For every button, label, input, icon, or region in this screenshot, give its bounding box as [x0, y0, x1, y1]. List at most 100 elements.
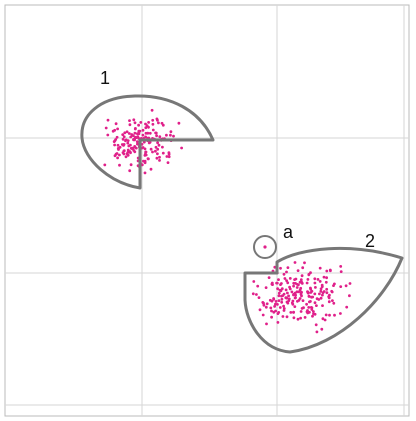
- point: [274, 300, 278, 303]
- point: [285, 300, 289, 304]
- point: [133, 145, 137, 148]
- point: [128, 119, 131, 122]
- point: [156, 147, 160, 151]
- point: [116, 127, 119, 131]
- point: [321, 304, 324, 307]
- point: [133, 121, 137, 125]
- point: [321, 317, 325, 321]
- point: [151, 150, 154, 154]
- point: [127, 144, 131, 148]
- point: [305, 281, 309, 285]
- point: [339, 265, 343, 268]
- point: [282, 307, 286, 310]
- point: [316, 278, 320, 281]
- point: [285, 279, 288, 282]
- point: [286, 266, 290, 269]
- point: [291, 302, 295, 306]
- point: [292, 284, 295, 288]
- point: [330, 289, 334, 293]
- point: [315, 304, 318, 307]
- point: [149, 147, 153, 151]
- point: [151, 118, 155, 122]
- point: [155, 117, 159, 121]
- point: [307, 294, 311, 298]
- point: [180, 146, 184, 150]
- point: [314, 323, 318, 327]
- point: [154, 149, 157, 153]
- point: [125, 130, 129, 134]
- point: [268, 298, 272, 302]
- point: [288, 287, 292, 291]
- point: [309, 286, 312, 290]
- point: [296, 299, 299, 303]
- point: [106, 118, 110, 122]
- point: [277, 278, 280, 281]
- point: [279, 289, 283, 293]
- point: [136, 132, 139, 136]
- point: [121, 133, 125, 137]
- point: [126, 153, 130, 157]
- point: [296, 269, 300, 272]
- point: [145, 124, 149, 127]
- point: [290, 290, 294, 294]
- point: [277, 299, 281, 302]
- point: [256, 284, 260, 288]
- point: [301, 266, 305, 270]
- point: [265, 302, 269, 306]
- point: [285, 270, 288, 274]
- point: [285, 315, 289, 319]
- point: [251, 292, 255, 296]
- point: [309, 306, 313, 309]
- point: [161, 123, 165, 127]
- point: [258, 308, 262, 312]
- point: [303, 261, 306, 265]
- point: [264, 286, 268, 289]
- point: [325, 269, 329, 273]
- point: [143, 171, 147, 175]
- point: [328, 313, 331, 317]
- point: [122, 144, 125, 147]
- point: [144, 135, 148, 139]
- point: [287, 294, 290, 298]
- point: [128, 150, 132, 154]
- point: [277, 291, 281, 295]
- cluster-label: 2: [365, 231, 375, 251]
- point: [280, 287, 284, 291]
- point: [318, 280, 322, 283]
- point: [272, 297, 276, 301]
- point: [321, 293, 324, 297]
- point: [319, 287, 323, 291]
- point: [151, 128, 155, 132]
- point: [286, 291, 289, 295]
- point: [314, 286, 317, 289]
- point: [325, 287, 329, 291]
- point: [320, 283, 324, 287]
- point: [132, 137, 136, 141]
- point: [308, 300, 311, 304]
- point: [328, 268, 332, 272]
- point: [280, 297, 284, 301]
- point: [313, 301, 317, 305]
- point: [319, 289, 323, 293]
- point: [276, 287, 279, 291]
- point: [339, 270, 343, 273]
- point: [318, 292, 321, 296]
- cluster-hull: [80, 94, 215, 190]
- point: [166, 161, 170, 165]
- point: [327, 296, 331, 300]
- point: [129, 163, 133, 167]
- point: [293, 278, 296, 281]
- point: [293, 296, 297, 300]
- point: [296, 283, 299, 286]
- point: [289, 311, 293, 314]
- point: [149, 167, 153, 171]
- point: [325, 276, 328, 280]
- point: [127, 132, 131, 135]
- point: [124, 138, 128, 142]
- point: [283, 277, 287, 280]
- point: [161, 145, 164, 149]
- point: [333, 282, 336, 286]
- point: [324, 313, 328, 317]
- point: [146, 131, 150, 135]
- point: [161, 151, 165, 155]
